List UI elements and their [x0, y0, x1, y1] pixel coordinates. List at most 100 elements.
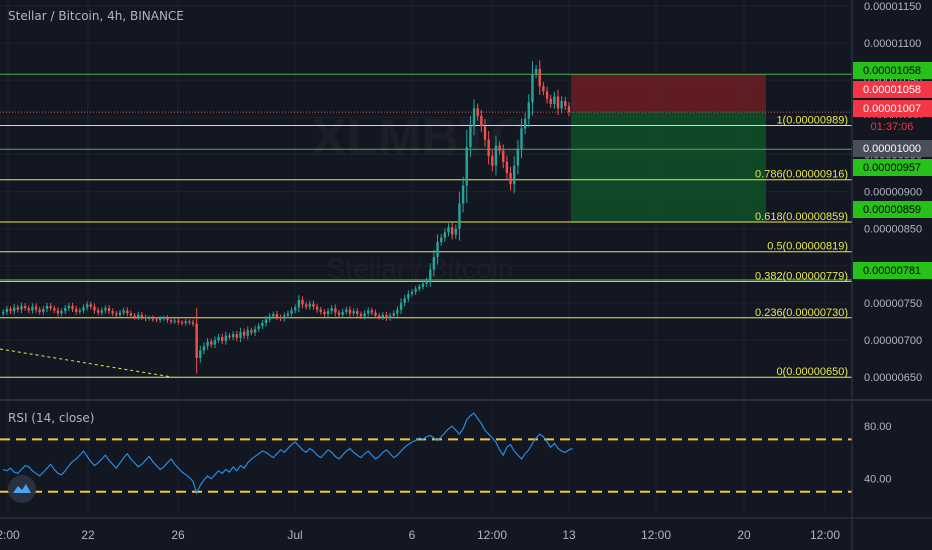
- candle-body: [461, 185, 465, 204]
- price-label: 01:37:06: [853, 118, 932, 135]
- time-tick-label: 13: [562, 528, 576, 542]
- candle-body: [2, 311, 5, 314]
- candle-body: [491, 155, 494, 166]
- candle-body: [432, 256, 436, 270]
- candle-body: [480, 115, 483, 127]
- price-label-text: 01:37:06: [871, 121, 914, 133]
- candle-body: [304, 304, 308, 307]
- time-tick-label: 6: [409, 528, 416, 542]
- candle-body: [356, 311, 359, 315]
- candle-body: [275, 314, 279, 318]
- position-zones: [571, 74, 766, 223]
- candle-body: [319, 309, 322, 312]
- candle-body: [454, 228, 457, 235]
- price-label-bg: [853, 159, 932, 176]
- chart-title: Stellar / Bitcoin, 4h, BINANCE: [8, 9, 184, 23]
- candle-body: [472, 108, 476, 127]
- candle-body: [129, 313, 133, 316]
- price-label-bg: [853, 62, 932, 79]
- candle-body: [100, 310, 103, 313]
- candle-body: [301, 299, 304, 305]
- candle-body: [85, 304, 89, 308]
- candle-body: [556, 96, 560, 109]
- time-tick-label: 2:00: [0, 528, 20, 542]
- candle-body: [184, 321, 187, 324]
- price-label-bg: [853, 140, 932, 157]
- candle-body: [352, 311, 355, 314]
- candle-body: [151, 317, 155, 320]
- candle-body: [191, 322, 195, 324]
- candle-body: [169, 320, 173, 322]
- candle-body: [96, 310, 100, 313]
- candle-body: [494, 145, 498, 166]
- trend-line[interactable]: [0, 348, 173, 378]
- candle-body: [206, 341, 209, 347]
- candle-body: [64, 308, 67, 312]
- price-tick-label: 0.00001100: [864, 38, 921, 50]
- candle-body: [217, 337, 220, 341]
- candle-body: [177, 320, 180, 323]
- candle-body: [144, 317, 147, 319]
- candle-body: [235, 334, 238, 338]
- take-profit-zone[interactable]: [571, 112, 766, 223]
- candle-body: [239, 331, 242, 338]
- rsi-pane: 80.00 40.00: [0, 412, 892, 495]
- candle-body: [549, 98, 552, 104]
- candle-body: [257, 325, 260, 329]
- candle-body: [71, 305, 74, 309]
- candle-body: [224, 335, 228, 341]
- candle-body: [323, 311, 326, 315]
- candle-body: [399, 302, 403, 310]
- time-tick-label: 26: [171, 528, 185, 542]
- candle-body: [89, 304, 92, 307]
- candle-body: [56, 310, 60, 314]
- candle-body: [104, 308, 107, 311]
- candle-body: [34, 306, 38, 310]
- candle-body: [107, 308, 111, 312]
- candle-body: [82, 307, 85, 311]
- time-axis[interactable]: 2:00 22 26 Jul 6 12:00 13 12:00 20 12:00: [0, 528, 840, 542]
- price-tick-label: 0.00000750: [864, 298, 922, 310]
- candle-body: [367, 310, 370, 314]
- fib-level-label: 0.5(0.00000819): [767, 241, 848, 253]
- candle-body: [9, 308, 12, 312]
- candle-body: [560, 100, 563, 109]
- candle-body: [330, 308, 333, 312]
- fib-level-label: 0(0.00000650): [776, 366, 848, 378]
- candle-body: [487, 139, 490, 156]
- fib-level-label: 0.382(0.00000779): [755, 270, 848, 282]
- candle-body: [326, 311, 330, 315]
- price-label-text: 0.00000859: [863, 204, 921, 216]
- stop-loss-zone[interactable]: [571, 74, 766, 113]
- candle-body: [264, 319, 268, 324]
- rsi-tick-label: 80.00: [864, 421, 892, 433]
- candle-body: [564, 100, 567, 107]
- candle-body: [27, 308, 30, 311]
- candle-body: [53, 308, 56, 311]
- price-label-bg: [853, 201, 932, 218]
- candle-body: [377, 315, 381, 318]
- candle-body: [202, 346, 206, 351]
- candle-body: [315, 306, 319, 310]
- price-tick-label: 0.00000900: [864, 187, 922, 199]
- candle-body: [272, 314, 275, 317]
- price-label-text: 0.00000781: [863, 265, 921, 277]
- price-label-bg: [853, 118, 932, 135]
- candle-body: [502, 150, 505, 162]
- candle-body: [20, 305, 23, 310]
- candle-body: [381, 314, 384, 318]
- candle-body: [465, 147, 468, 186]
- tradingview-logo-icon[interactable]: [7, 474, 37, 504]
- candle-body: [180, 322, 184, 324]
- candle-body: [111, 311, 114, 314]
- candle-body: [520, 128, 523, 149]
- price-label: 0.00001058: [853, 81, 932, 98]
- candle-body: [450, 227, 454, 235]
- candle-body: [221, 337, 224, 341]
- candles: [2, 60, 571, 374]
- price-tick-label: 0.00000700: [864, 335, 922, 347]
- candle-body: [527, 102, 530, 119]
- candle-body: [374, 312, 377, 316]
